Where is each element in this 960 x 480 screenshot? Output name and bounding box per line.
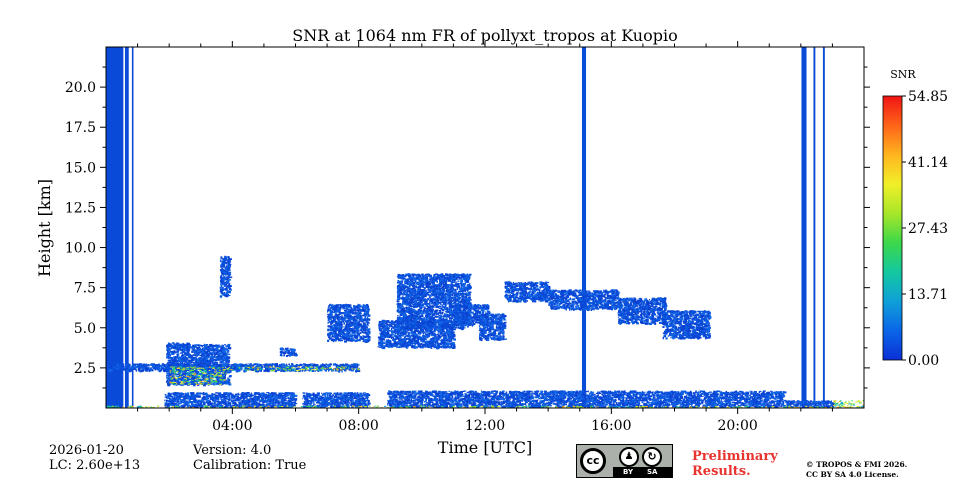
cc-attribution-icon: ♟	[619, 447, 639, 467]
high-snr-region-1	[226, 366, 361, 372]
full-column-bands	[106, 47, 825, 408]
y-tick-label: 5.0	[74, 321, 96, 337]
colorbar-label: SNR	[890, 68, 916, 81]
aerosol-region-0	[164, 392, 298, 408]
preliminary-line-2: Results.	[692, 464, 778, 479]
full-column-band-6	[822, 47, 825, 408]
preliminary-results-note: Preliminary Results.	[692, 449, 778, 479]
y-tick-label: 7.5	[74, 281, 96, 297]
x-tick-label: 16:00	[591, 418, 631, 434]
high-snr-region-0	[169, 366, 228, 385]
colorbar-tick-label: 27.43	[908, 221, 948, 237]
cc-logo-icon: cc	[580, 448, 606, 474]
y-tick-label: 12.5	[65, 200, 96, 216]
aerosol-region-12	[478, 313, 507, 342]
footer-lidar-constant: LC: 2.60e+13	[49, 458, 140, 473]
y-tick-label: 15.0	[65, 160, 96, 176]
copyright-note: © TROPOS & FMI 2026. CC BY SA 4.0 Licens…	[806, 460, 907, 480]
aerosol-region-6	[166, 342, 191, 350]
cc-by-sa-badge: cc ♟ ↻ BY SA	[576, 444, 673, 478]
aerosol-region-13	[504, 281, 551, 303]
y-axis-label: Height [km]	[35, 179, 54, 277]
aerosol-region-3	[785, 400, 835, 408]
preliminary-line-1: Preliminary	[692, 449, 778, 464]
colorbar-tick-label: 41.14	[908, 155, 948, 171]
copyright-line-2: CC BY SA 4.0 License.	[806, 470, 907, 480]
x-tick-label: 04:00	[212, 418, 252, 434]
colorbar-ticks: 0.00 13.71 27.43 41.14 54.85	[902, 89, 948, 369]
full-column-band-3	[581, 47, 587, 408]
x-tick-label: 08:00	[338, 418, 378, 434]
footer-version: Version: 4.0	[193, 443, 271, 458]
full-column-band-1	[124, 47, 129, 408]
cc-sa-text: SA	[647, 467, 657, 477]
colorbar-tick-label: 0.00	[908, 353, 939, 369]
aerosol-region-1	[302, 392, 371, 408]
colorbar	[882, 95, 903, 361]
x-tick-label: 12:00	[465, 418, 505, 434]
full-column-band-4	[801, 47, 807, 408]
colorbar-tick-label: 54.85	[908, 89, 948, 105]
aerosol-region-7	[279, 347, 298, 357]
high-snr-region-3	[832, 400, 864, 408]
x-axis-ticks: 04:00 08:00 12:00 16:00 20:00	[137, 41, 833, 434]
aerosol-region-14	[548, 289, 621, 311]
aerosol-signal-layer	[106, 255, 835, 408]
full-column-band-0	[106, 47, 124, 408]
x-axis-label: Time [UTC]	[438, 438, 532, 457]
aerosol-region-11	[453, 304, 491, 327]
aerosol-region-15	[617, 297, 668, 325]
x-tick-label: 20:00	[717, 418, 757, 434]
cc-by-text: BY	[623, 467, 633, 477]
aerosol-region-16	[662, 310, 712, 340]
y-tick-label: 17.5	[65, 120, 96, 136]
footer-calibration: Calibration: True	[193, 458, 306, 473]
y-tick-label: 20.0	[65, 80, 96, 96]
plot-background	[106, 47, 864, 408]
full-column-band-2	[131, 47, 134, 408]
aerosol-region-5	[166, 343, 232, 387]
chart-title: SNR at 1064 nm FR of pollyxt_tropos at K…	[292, 26, 677, 45]
colorbar-tick-label: 13.71	[908, 287, 948, 303]
full-column-band-5	[813, 47, 816, 408]
footer-date: 2026-01-20	[49, 443, 124, 458]
cc-share-alike-icon: ↻	[642, 447, 662, 467]
y-axis-ticks: 2.5 5.0 7.5 10.0 12.5 15.0 17.5 20.0	[65, 66, 870, 389]
aerosol-region-2	[387, 390, 787, 408]
y-tick-label: 2.5	[74, 361, 96, 377]
aerosol-region-17	[219, 255, 233, 298]
aerosol-region-8	[327, 303, 371, 343]
copyright-line-1: © TROPOS & FMI 2026.	[806, 460, 907, 470]
y-tick-label: 10.0	[65, 241, 96, 257]
